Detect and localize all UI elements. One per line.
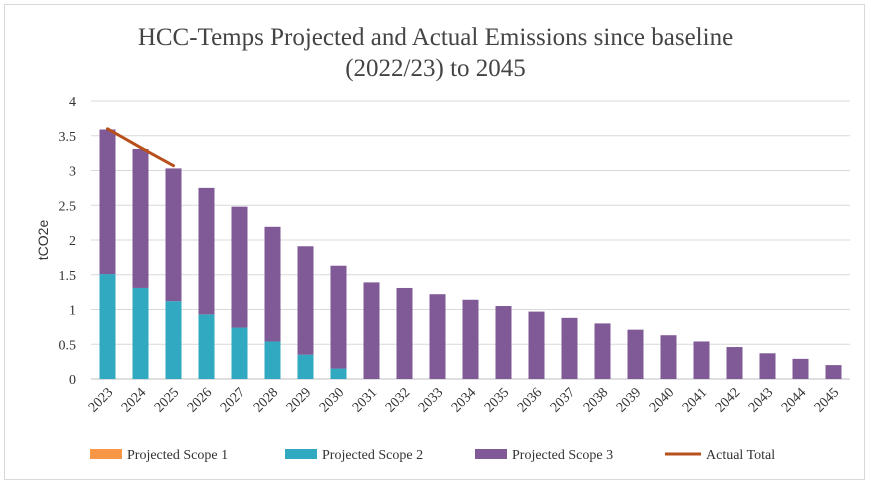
bar-projected-scope-3-2037	[561, 317, 578, 379]
x-axis-ticks: 2023 2024 2025 2026 2027 2028 2029 2030 2031 2032…	[86, 385, 842, 415]
bars	[99, 129, 842, 379]
bar-projected-scope-3-2044	[792, 358, 809, 379]
x-tick-label: 2038	[581, 385, 611, 415]
bar-projected-scope-3-2030	[330, 265, 347, 369]
x-tick-label: 2023	[86, 385, 116, 415]
x-tick-label: 2041	[680, 385, 710, 415]
bar-projected-scope-2-2024	[132, 287, 149, 379]
bar-projected-scope-3-2023	[99, 129, 116, 275]
y-tick-label: 2.5	[59, 199, 77, 214]
bar-projected-scope-3-2033	[429, 294, 446, 379]
x-tick-label: 2034	[449, 385, 479, 415]
legend-swatch-projected-scope-1	[90, 449, 122, 459]
x-tick-label: 2027	[218, 385, 248, 415]
bar-projected-scope-2-2023	[99, 274, 116, 379]
y-axis-ticks: 0 0.5 1 1.5 2 2.5 3 3.5 4	[59, 95, 77, 388]
actual-line	[106, 127, 175, 168]
bar-projected-scope-2-2025	[165, 301, 182, 379]
x-tick-label: 2024	[119, 385, 149, 415]
x-tick-label: 2043	[746, 385, 776, 415]
chart-title-line-1: HCC-Temps Projected and Actual Emissions…	[137, 24, 734, 51]
bar-projected-scope-3-2025	[165, 168, 182, 302]
x-tick-label: 2040	[647, 385, 677, 415]
bar-projected-scope-3-2032	[396, 287, 413, 379]
legend: Projected Scope 1 Projected Scope 2 Projec…	[90, 448, 775, 463]
bar-projected-scope-3-2026	[198, 187, 215, 315]
bar-projected-scope-3-2045	[825, 365, 842, 379]
bar-projected-scope-3-2036	[528, 311, 545, 379]
y-tick-label: 4	[69, 95, 76, 110]
x-tick-label: 2028	[251, 385, 281, 415]
legend-label-actual-total: Actual Total	[706, 448, 775, 463]
y-tick-label: 1.5	[59, 269, 77, 284]
x-tick-label: 2035	[482, 385, 512, 415]
y-tick-label: 3	[69, 165, 76, 180]
x-tick-label: 2030	[317, 385, 347, 415]
bar-projected-scope-3-2043	[759, 353, 776, 379]
x-tick-label: 2045	[812, 385, 842, 415]
bar-projected-scope-3-2035	[495, 306, 512, 379]
bar-projected-scope-3-2040	[660, 335, 677, 379]
bar-projected-scope-2-2027	[231, 327, 248, 379]
line-actual-total	[106, 127, 175, 168]
legend-swatch-projected-scope-3	[475, 449, 507, 459]
x-tick-label: 2037	[548, 385, 578, 415]
y-axis-label: tCO2e	[35, 220, 51, 261]
x-tick-label: 2033	[416, 385, 446, 415]
legend-label-projected-scope-2: Projected Scope 2	[322, 448, 423, 463]
bar-projected-scope-3-2031	[363, 282, 380, 379]
x-tick-label: 2039	[614, 385, 644, 415]
bar-projected-scope-2-2030	[330, 368, 347, 379]
bar-projected-scope-3-2024	[132, 148, 149, 288]
x-tick-label: 2044	[779, 385, 809, 415]
bar-projected-scope-3-2039	[627, 329, 644, 379]
bar-projected-scope-3-2038	[594, 323, 611, 379]
y-tick-label: 1	[69, 304, 76, 319]
x-tick-label: 2036	[515, 385, 545, 415]
y-tick-label: 3.5	[59, 130, 77, 145]
x-tick-label: 2042	[713, 385, 743, 415]
chart-title: HCC-Temps Projected and Actual Emissions…	[0, 22, 871, 84]
x-tick-label: 2025	[152, 385, 182, 415]
x-tick-label: 2026	[185, 385, 215, 415]
y-tick-label: 2	[69, 234, 76, 249]
x-tick-label: 2032	[383, 385, 413, 415]
bar-projected-scope-3-2028	[264, 226, 281, 342]
legend-label-projected-scope-3: Projected Scope 3	[512, 448, 613, 463]
legend-label-projected-scope-1: Projected Scope 1	[127, 448, 228, 463]
bar-projected-scope-3-2034	[462, 299, 479, 379]
x-tick-label: 2029	[284, 385, 314, 415]
y-tick-label: 0	[69, 373, 76, 388]
bar-projected-scope-2-2026	[198, 314, 215, 379]
bar-projected-scope-2-2028	[264, 341, 281, 379]
bar-projected-scope-3-2042	[726, 347, 743, 379]
bar-projected-scope-3-2027	[231, 206, 248, 328]
bar-projected-scope-3-2029	[297, 246, 314, 355]
legend-swatch-projected-scope-2	[285, 449, 317, 459]
y-tick-label: 0.5	[59, 338, 77, 353]
bar-projected-scope-3-2041	[693, 341, 710, 379]
chart-title-line-2: (2022/23) to 2045	[345, 55, 526, 82]
x-tick-label: 2031	[350, 385, 380, 415]
bar-projected-scope-2-2029	[297, 354, 314, 379]
